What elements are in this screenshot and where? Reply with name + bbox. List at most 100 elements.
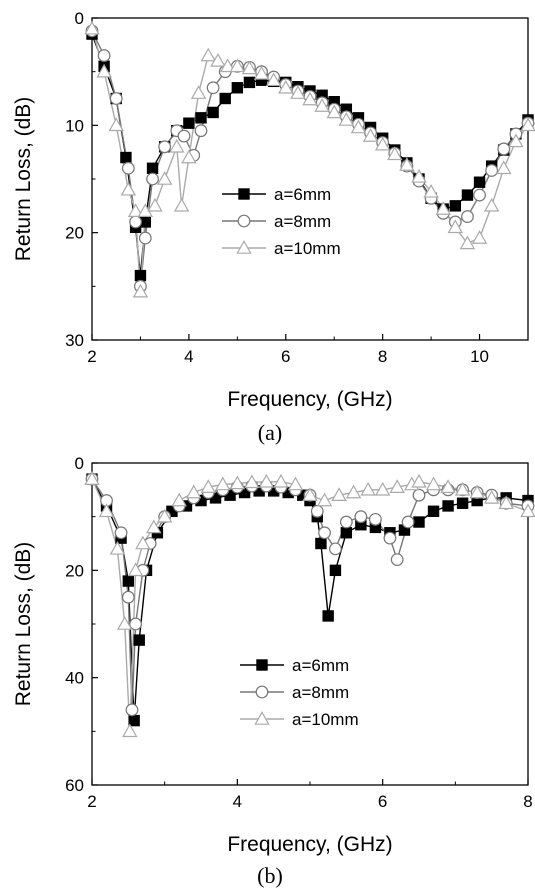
data-point-square xyxy=(207,106,219,119)
x-tick-label: 6 xyxy=(281,347,290,366)
y-tick-label: 0 xyxy=(75,9,84,28)
data-point-square xyxy=(329,564,342,577)
data-point-triangle xyxy=(181,149,197,164)
data-point-circle xyxy=(194,124,208,138)
legend-b: a=6mm a=8mm a=10mm xyxy=(240,656,359,729)
data-point-triangle xyxy=(109,540,126,555)
legend-marker xyxy=(238,188,250,200)
data-point-triangle xyxy=(302,487,318,501)
data-point-circle xyxy=(177,129,191,143)
data-point-triangle xyxy=(135,535,151,550)
data-point-triangle xyxy=(447,219,464,234)
x-tick-label: 8 xyxy=(378,347,387,366)
data-point-triangle xyxy=(290,85,306,99)
data-point-square xyxy=(449,200,462,212)
data-point-circle xyxy=(485,164,499,177)
data-point-circle xyxy=(318,526,331,540)
data-point-circle xyxy=(97,49,111,62)
data-point-triangle xyxy=(399,157,415,171)
data-point-circle xyxy=(473,188,486,202)
data-point-triangle xyxy=(374,481,391,496)
data-point-circle xyxy=(401,515,415,529)
data-point-square xyxy=(322,610,334,622)
data-point-triangle xyxy=(440,479,456,493)
data-point-circle xyxy=(354,510,368,524)
data-point-triangle xyxy=(287,476,304,491)
data-point-triangle xyxy=(190,85,207,99)
ylabel-b: Return Loss, (dB) xyxy=(12,542,35,707)
legend-label: a=6mm xyxy=(292,656,349,675)
data-point-circle xyxy=(369,512,382,526)
data-point-circle xyxy=(383,531,397,545)
chart-a: 2 4 6 8 10 0 10 20 30 a=6mm a=8mm a=10mm Frequency… xyxy=(12,9,535,445)
data-point-square xyxy=(442,500,454,512)
legend-label: a=10mm xyxy=(274,239,341,258)
ylabel-a: Return Loss, (dB) xyxy=(12,97,35,262)
data-point-circle xyxy=(138,231,152,245)
data-point-triangle xyxy=(374,136,391,151)
data-point-triangle xyxy=(423,183,439,198)
data-point-triangle xyxy=(98,503,115,518)
data-point-triangle xyxy=(508,133,524,148)
caption-a: (a) xyxy=(258,420,282,445)
legend-marker xyxy=(236,240,252,254)
data-point-square xyxy=(315,537,327,550)
data-point-triangle xyxy=(156,171,173,185)
legend-label: a=6mm xyxy=(274,185,331,204)
data-point-triangle xyxy=(338,112,355,126)
plot-area-b xyxy=(91,462,529,786)
data-point-triangle xyxy=(244,474,260,489)
data-point-triangle xyxy=(84,471,100,485)
data-point-circle xyxy=(121,590,135,604)
data-point-triangle xyxy=(389,479,405,493)
data-point-triangle xyxy=(258,473,275,488)
data-point-triangle xyxy=(265,72,282,87)
data-point-triangle xyxy=(302,91,318,106)
data-point-square xyxy=(134,269,147,282)
data-point-square xyxy=(243,76,256,89)
data-point-triangle xyxy=(454,481,471,496)
data-point-circle xyxy=(129,215,143,229)
series-markers-b xyxy=(84,471,535,738)
axis-ticks-b: 2 4 6 8 0 20 40 60 xyxy=(65,454,533,811)
legend-label: a=8mm xyxy=(292,683,349,702)
data-point-square xyxy=(473,176,486,188)
data-point-triangle xyxy=(273,473,289,488)
x-tick-label: 10 xyxy=(470,347,489,366)
data-point-triangle xyxy=(169,138,185,153)
legend-marker xyxy=(254,711,270,725)
data-point-triangle xyxy=(219,58,236,73)
data-point-triangle xyxy=(186,484,202,499)
data-point-circle xyxy=(121,161,135,175)
data-point-triangle xyxy=(173,197,190,212)
data-point-square xyxy=(122,575,135,587)
data-point-triangle xyxy=(350,119,367,134)
data-point-triangle xyxy=(116,616,133,630)
data-point-triangle xyxy=(326,104,342,119)
data-point-square xyxy=(120,151,132,164)
y-tick-label: 20 xyxy=(65,224,84,243)
axis-ticks-a: 2 4 6 8 10 0 10 20 30 xyxy=(65,9,489,366)
data-point-circle xyxy=(206,81,220,95)
y-tick-label: 30 xyxy=(65,331,84,350)
x-tick-label: 2 xyxy=(87,792,96,811)
y-tick-label: 40 xyxy=(65,669,84,688)
data-point-square xyxy=(427,505,440,518)
data-point-circle xyxy=(109,92,123,105)
legend-marker xyxy=(255,685,269,699)
data-point-triangle xyxy=(84,20,100,35)
data-point-circle xyxy=(158,140,172,154)
data-point-triangle xyxy=(411,473,427,488)
data-point-triangle xyxy=(200,47,216,62)
data-point-square xyxy=(340,527,353,539)
y-tick-label: 0 xyxy=(75,454,84,473)
data-point-triangle xyxy=(362,128,379,142)
data-point-triangle xyxy=(483,489,500,504)
data-point-circle xyxy=(390,553,404,566)
legend-label: a=8mm xyxy=(274,212,331,231)
data-point-triangle xyxy=(122,723,138,738)
data-point-triangle xyxy=(360,481,376,496)
data-point-circle xyxy=(114,526,128,540)
data-point-square xyxy=(456,497,469,509)
data-point-triangle xyxy=(469,484,485,499)
